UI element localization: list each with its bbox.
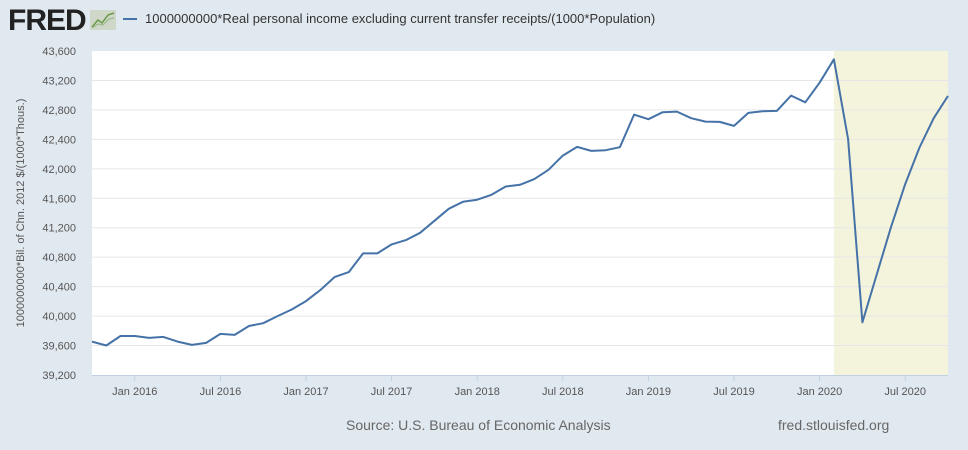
legend-label: 1000000000*Real personal income excludin…: [145, 11, 656, 26]
logo-graph-icon: [90, 10, 116, 30]
y-tick-label: 39,600: [42, 341, 76, 353]
x-tick-label: Jul 2020: [884, 386, 926, 398]
y-tick-label: 41,600: [42, 193, 76, 205]
source-note: Source: U.S. Bureau of Economic Analysis: [346, 417, 611, 433]
legend-swatch: [123, 17, 137, 20]
x-tick-label: Jan 2019: [626, 386, 671, 398]
x-tick-label: Jan 2016: [112, 386, 157, 398]
x-tick-label: Jul 2018: [542, 386, 584, 398]
x-tick-label: Jan 2017: [283, 386, 328, 398]
y-tick-label: 39,200: [42, 370, 76, 382]
plot-area: [92, 51, 948, 375]
y-tick-label: 40,400: [42, 282, 76, 294]
legend: 1000000000*Real personal income excludin…: [123, 11, 655, 26]
y-axis-label: 1000000000*Bil. of Chn. 2012 $/(1000*Tho…: [15, 99, 27, 328]
series-line: [91, 58, 949, 347]
y-tick-label: 43,600: [42, 46, 76, 58]
fred-logo[interactable]: FRED: [8, 4, 87, 37]
y-tick-label: 43,200: [42, 75, 76, 87]
x-tick-label: Jul 2019: [713, 386, 755, 398]
x-tick-label: Jan 2018: [455, 386, 500, 398]
recession-shading: [833, 51, 948, 375]
x-tick-label: Jan 2020: [797, 386, 842, 398]
x-tick-label: Jul 2017: [371, 386, 413, 398]
site-link[interactable]: fred.stlouisfed.org: [778, 417, 890, 433]
x-tick-label: Jul 2016: [200, 386, 242, 398]
y-tick-label: 41,200: [42, 223, 76, 235]
y-tick-label: 42,400: [42, 134, 76, 146]
y-tick-label: 42,800: [42, 105, 76, 117]
y-tick-label: 40,000: [42, 311, 76, 323]
y-tick-label: 40,800: [42, 252, 76, 264]
y-tick-label: 42,000: [42, 164, 76, 176]
line-chart: 39,200 39,600 40,000 40,400 40,800 41,200 41,6…: [15, 46, 949, 398]
